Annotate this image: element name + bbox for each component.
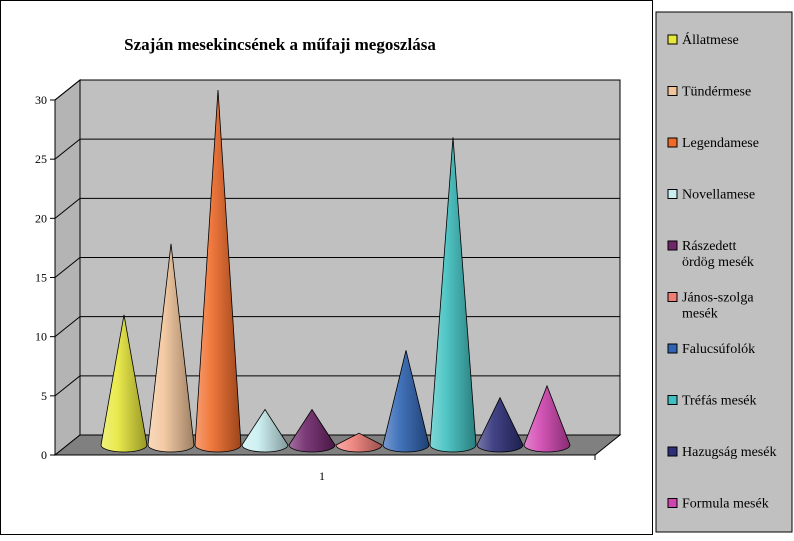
- legend-label: János-szolga mesék: [682, 291, 754, 322]
- legend-item: Formula mesék: [667, 497, 769, 512]
- legend-label: Novellamese: [682, 188, 755, 203]
- legend-item: Falucsúfolók: [667, 342, 755, 357]
- legend-item: Állatmese: [667, 31, 739, 48]
- plot-area: [53, 78, 622, 457]
- y-tick-label: 25: [35, 152, 47, 166]
- gridline: [54, 138, 620, 160]
- y-tick-label: 20: [35, 211, 47, 225]
- cone-6: [335, 432, 383, 453]
- legend-label: Formula mesék: [682, 497, 769, 512]
- legend-swatch: [667, 498, 678, 508]
- y-tick-label: 10: [35, 330, 47, 344]
- legend-item: Hazugság mesék: [667, 445, 776, 460]
- legend-label: Hazugság mesék: [682, 445, 776, 460]
- legend-item: Tündérmese: [667, 85, 751, 100]
- legend-swatch: [667, 86, 678, 96]
- legend-swatch: [667, 395, 678, 405]
- legend-item: Novellamese: [667, 188, 755, 203]
- legend-swatch: [667, 446, 678, 457]
- gridline: [54, 197, 620, 219]
- cone-5: [288, 408, 336, 453]
- legend-label: Falucsúfolók: [682, 342, 755, 357]
- y-tick-label: 15: [35, 271, 47, 285]
- y-axis: 0 5 10 15 20 25 30: [35, 93, 596, 462]
- legend-item: János-szolga mesék: [667, 291, 754, 322]
- cone-4: [241, 408, 289, 453]
- legend-item: Tréfás mesék: [667, 394, 757, 409]
- x-tick-label: 1: [319, 469, 325, 483]
- cone-8: [429, 137, 477, 453]
- legend-swatch: [667, 189, 678, 199]
- y-tick-label: 30: [35, 93, 47, 107]
- legend-label: Állatmese: [682, 31, 739, 48]
- legend-item: Rászedett ördög mesék: [667, 239, 754, 270]
- gridline: [54, 257, 620, 278]
- legend-label: Legendamese: [682, 136, 759, 151]
- legend-swatch: [667, 240, 678, 251]
- y-tick-label: 5: [41, 389, 47, 403]
- legend-swatch: [667, 137, 678, 148]
- cone-7: [382, 350, 430, 453]
- legend-label: Tréfás mesék: [682, 394, 757, 409]
- cone-1: [100, 314, 148, 453]
- legend-swatch: [667, 343, 678, 354]
- legend-swatch: [667, 34, 678, 45]
- gridline: [54, 79, 620, 101]
- cone-10: [523, 384, 571, 453]
- legend-items: Állatmese Tündérmese Legendamese Novellames…: [667, 31, 776, 512]
- legend-swatch: [667, 292, 678, 302]
- cone-9: [476, 396, 524, 453]
- cones: [100, 89, 571, 453]
- legend-label: Rászedett ördög mesék: [682, 239, 754, 270]
- cone-3: [194, 89, 242, 453]
- legend: [655, 11, 793, 533]
- cone-2: [147, 243, 195, 453]
- chart-title: Szaján mesekincsének a műfaji megoszlása: [124, 35, 436, 54]
- y-tick-label: 0: [41, 448, 47, 462]
- legend-item: Legendamese: [667, 136, 759, 151]
- legend-label: Tündérmese: [682, 85, 751, 100]
